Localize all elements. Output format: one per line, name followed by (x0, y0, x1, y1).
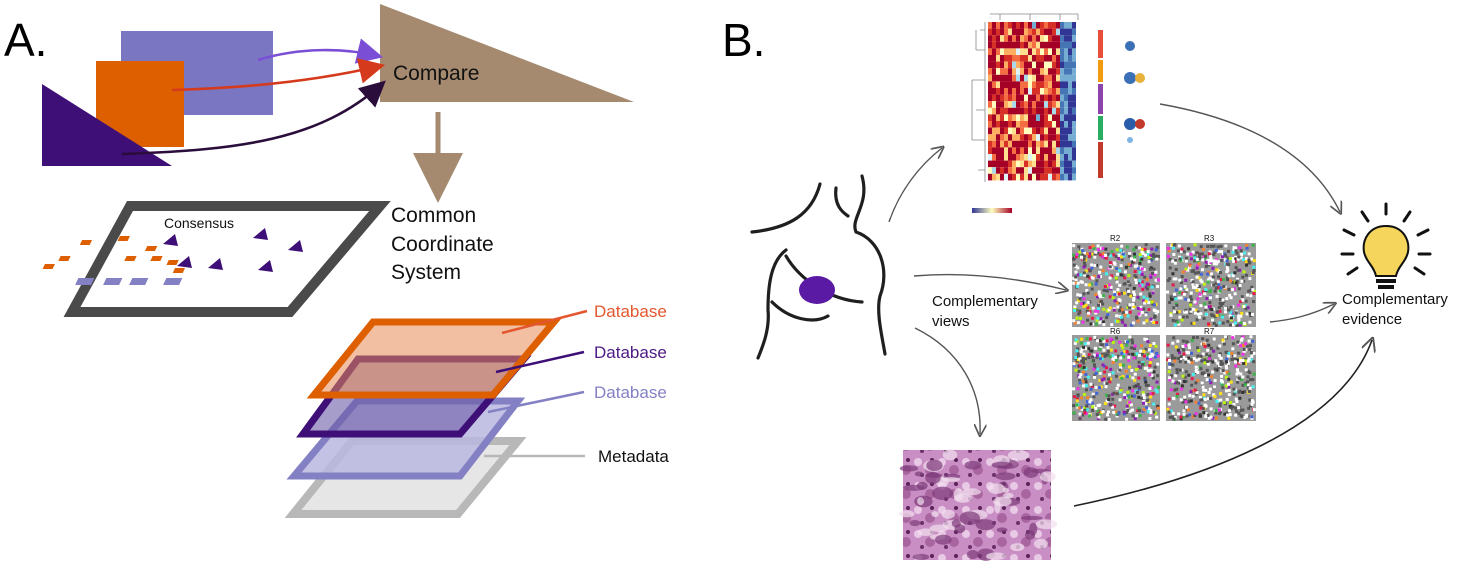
compare-triangle (380, 4, 634, 102)
arrow-lavender (257, 38, 384, 64)
histology-image (899, 449, 1058, 561)
ccs-line-3: System (391, 261, 461, 284)
panel-a-letter: A. (4, 14, 47, 66)
arrow-to-heatmap (888, 148, 942, 223)
layer-database-1 (306, 318, 562, 399)
arrow-triangle (121, 80, 386, 156)
layer-label-3: Database (594, 383, 667, 402)
arrow-to-histology (914, 327, 980, 434)
evidence-line-2: evidence (1342, 311, 1402, 328)
compare-label: Compare (393, 62, 479, 85)
imc-panels: R2 R3 R6 R7 (1072, 234, 1256, 421)
layer-stack (284, 318, 562, 518)
layer-label-2: Database (594, 343, 667, 362)
views-line-1: Complementary (932, 293, 1038, 310)
svg-text:R3: R3 (1204, 234, 1215, 243)
svg-text:R6: R6 (1110, 327, 1121, 336)
arrow-to-imc (913, 273, 1066, 290)
leader-db-1 (501, 309, 588, 335)
ccs-line-2: Coordinate (391, 233, 494, 256)
imc-panel-r3: R3 (1166, 234, 1256, 327)
arrow-heatmap-to-evidence (1159, 103, 1340, 212)
lightbulb-icon (1340, 202, 1432, 289)
heatmap-thumbnail (968, 6, 1145, 213)
svg-text:R7: R7 (1204, 327, 1215, 336)
svg-text:R2: R2 (1110, 234, 1121, 243)
ccs-line-1: Common (391, 204, 476, 227)
torso-sketch (750, 174, 887, 360)
layer-label-1: Database (594, 302, 667, 321)
imc-panel-r7: R7 (1166, 327, 1256, 421)
evidence-line-1: Complementary (1342, 291, 1448, 308)
imc-panel-r6: R6 (1072, 327, 1160, 421)
arrow-orange (171, 58, 386, 92)
arrow-histology-to-evidence (1073, 340, 1372, 507)
imc-panel-r2: R2 (1072, 234, 1160, 327)
consensus-sheet (63, 201, 391, 317)
tumor (799, 276, 835, 304)
consensus-markers (42, 228, 303, 285)
consensus-label: Consensus (164, 215, 234, 231)
leader-db-3 (487, 390, 585, 414)
leader-db-2 (495, 350, 585, 374)
purple-triangle (42, 84, 172, 166)
arrow-imc-to-evidence (1269, 304, 1334, 323)
heatmap-side-annotations (1098, 30, 1145, 178)
views-line-2: views (932, 313, 970, 330)
layer-label-4: Metadata (598, 447, 669, 466)
panel-b-letter: B. (722, 14, 765, 66)
